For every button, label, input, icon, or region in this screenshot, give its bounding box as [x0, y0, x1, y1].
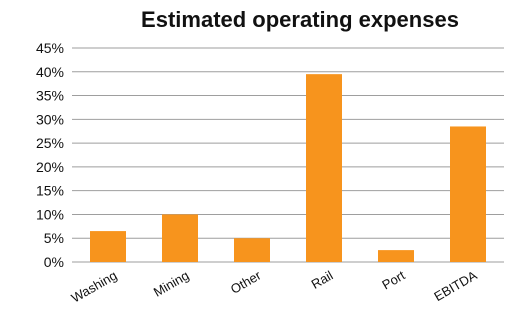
bars: [90, 74, 486, 263]
y-tick-label: 15%: [36, 183, 64, 199]
y-tick-label: 10%: [36, 206, 64, 222]
bar-rail: [306, 74, 342, 263]
y-tick-label: 25%: [36, 135, 64, 151]
y-axis-ticks: 0% 5% 10% 15% 20% 25% 30% 35% 40% 45%: [36, 40, 64, 270]
x-tick-label-port: Port: [379, 267, 407, 292]
bar-other: [234, 238, 270, 262]
y-tick-label: 45%: [36, 40, 64, 56]
chart-title: Estimated operating expenses: [141, 7, 459, 32]
y-tick-label: 0%: [44, 254, 64, 270]
y-tick-label: 20%: [36, 159, 64, 175]
bar-mining: [162, 214, 198, 262]
bar-port: [378, 250, 414, 262]
x-tick-label-ebitda: EBITDA: [431, 267, 479, 304]
x-tick-label-other: Other: [228, 267, 264, 297]
y-tick-label: 40%: [36, 64, 64, 80]
y-tick-label: 30%: [36, 111, 64, 127]
x-tick-label-rail: Rail: [309, 268, 336, 292]
y-tick-label: 5%: [44, 230, 64, 246]
bar-ebitda: [450, 126, 486, 262]
grid-lines: [72, 47, 504, 263]
y-tick-label: 35%: [36, 88, 64, 104]
x-tick-label-mining: Mining: [151, 268, 192, 300]
x-tick-label-washing: Washing: [69, 268, 120, 306]
bar-washing: [90, 231, 126, 262]
x-axis-labels: Washing Mining Other Rail Port EBITDA: [69, 267, 480, 305]
